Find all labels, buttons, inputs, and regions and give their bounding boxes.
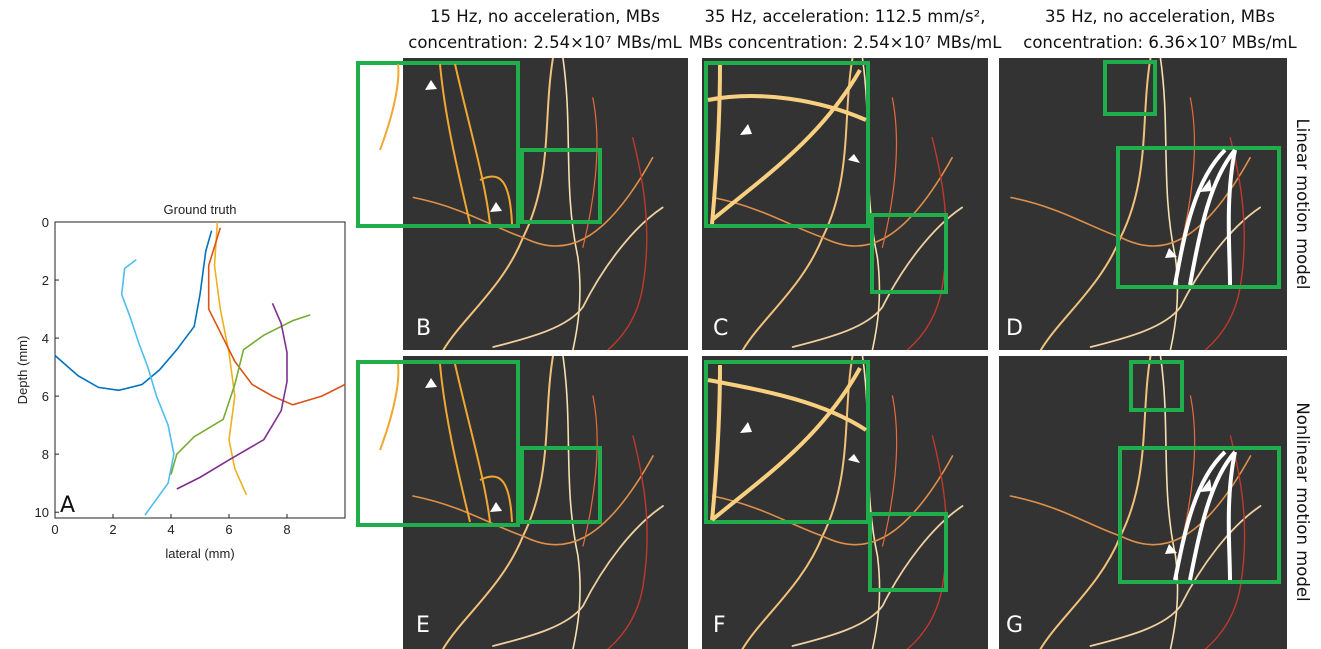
y-tick-label: 10 bbox=[35, 505, 49, 520]
panel-label: A bbox=[60, 493, 75, 518]
column-title: 35 Hz, no acceleration, MBs bbox=[1045, 7, 1275, 26]
column-title: MBs concentration: 2.54×10⁷ MBs/mL bbox=[689, 33, 1003, 52]
chart-title: Ground truth bbox=[164, 202, 237, 217]
y-tick-label: 8 bbox=[42, 447, 49, 462]
column-title: concentration: 2.54×10⁷ MBs/mL bbox=[408, 33, 682, 52]
panel-label: E bbox=[416, 613, 430, 638]
panel-image bbox=[999, 356, 1287, 649]
image-panels bbox=[358, 58, 1287, 649]
y-tick-label: 6 bbox=[42, 389, 49, 404]
panel-label: B bbox=[416, 316, 431, 341]
plot-area bbox=[55, 222, 345, 518]
row-label: Nonlinear motion model bbox=[1293, 402, 1312, 601]
panel-label: F bbox=[713, 613, 726, 638]
x-axis-label: lateral (mm) bbox=[165, 546, 234, 561]
panel-image bbox=[999, 58, 1287, 350]
panel-label: D bbox=[1006, 316, 1023, 341]
row-label: Linear motion model bbox=[1293, 119, 1312, 290]
y-axis-label: Depth (mm) bbox=[15, 336, 30, 405]
column-title: 15 Hz, no acceleration, MBs bbox=[430, 7, 660, 26]
y-tick-label: 2 bbox=[42, 273, 49, 288]
y-tick-label: 0 bbox=[42, 215, 49, 230]
x-tick-label: 2 bbox=[109, 522, 116, 537]
panel-label: C bbox=[713, 316, 728, 341]
x-tick-label: 6 bbox=[225, 522, 232, 537]
x-tick-label: 0 bbox=[51, 522, 58, 537]
column-title: 35 Hz, acceleration: 112.5 mm/s², bbox=[705, 7, 986, 26]
column-title: concentration: 6.36×10⁷ MBs/mL bbox=[1023, 33, 1297, 52]
figure: B C D E F G 15 Hz, no acceleration, MBs … bbox=[0, 0, 1321, 649]
panel-label: G bbox=[1006, 613, 1023, 638]
x-tick-label: 8 bbox=[283, 522, 290, 537]
ground-truth-chart: 0 2 4 6 8 0 2 4 6 8 10 Ground truth lateral (mm) Dept… bbox=[15, 202, 345, 561]
x-tick-label: 4 bbox=[167, 522, 174, 537]
y-tick-label: 4 bbox=[42, 331, 49, 346]
